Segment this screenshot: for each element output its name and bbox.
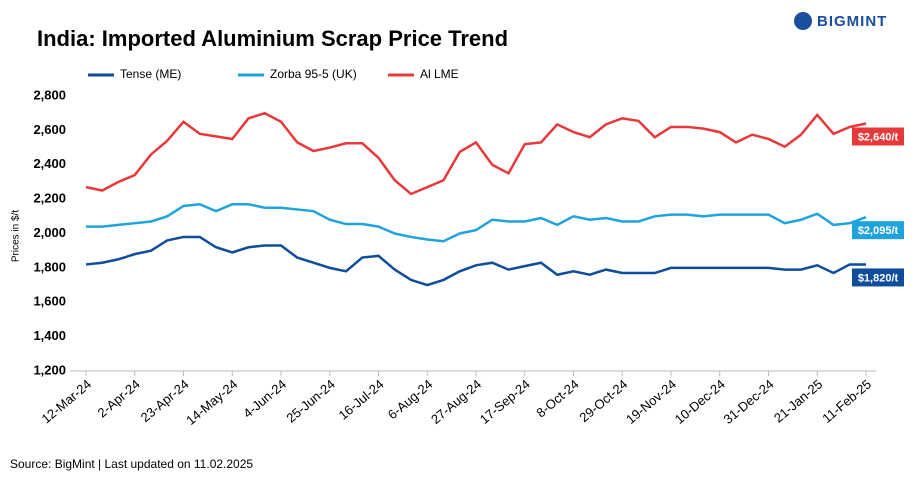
series-line [86, 203, 867, 243]
x-tick-label: 8-Oct-24 [533, 376, 581, 420]
x-tick-label: 29-Oct-24 [576, 376, 630, 425]
logo: BIGMINT [794, 12, 887, 30]
y-tick-label: 1,600 [33, 294, 66, 309]
legend-label: Tense (ME) [120, 67, 181, 81]
x-tick-label: 19-Nov-24 [623, 376, 679, 427]
value-label-box [852, 268, 904, 287]
legend-label: Al LME [420, 67, 459, 81]
x-tick-label: 27-Aug-24 [428, 376, 484, 427]
logo-icon [794, 12, 812, 30]
x-tick-label: 25-Jun-24 [283, 376, 337, 425]
value-label: $2,640/t [852, 127, 904, 146]
value-label-box [852, 127, 904, 146]
series-line [85, 235, 866, 287]
value-label: $2,095/t [852, 221, 904, 240]
y-tick-label: 1,400 [33, 328, 66, 343]
value-label-text: $1,820/t [858, 272, 899, 284]
x-tick-label: 16-Jul-24 [335, 376, 386, 422]
x-tick-label: 2-Apr-24 [95, 376, 143, 420]
y-tick-label: 2,000 [33, 225, 66, 240]
logo-text: BIGMINT [817, 13, 887, 30]
y-tick-label: 1,800 [33, 259, 66, 274]
y-tick-label: 1,200 [33, 362, 66, 377]
x-tick-label: 12-Mar-24 [39, 376, 95, 426]
x-tick-label: 21-Jan-25 [771, 376, 825, 425]
x-tick-label: 11-Feb-25 [819, 376, 874, 425]
x-tick-label: 14-May-24 [183, 376, 240, 427]
y-axis-label: Prices in $/t [11, 210, 22, 262]
value-label-box [852, 221, 904, 240]
y-tick-label: 2,800 [33, 87, 66, 102]
legend-label: Zorba 95-5 (UK) [270, 67, 357, 81]
value-label: $1,820/t [852, 268, 904, 287]
value-label-text: $2,640/t [858, 131, 899, 143]
series-line [85, 111, 867, 196]
y-tick-label: 2,400 [33, 156, 66, 171]
source-note: Source: BigMint | Last updated on 11.02.… [10, 457, 253, 471]
x-tick-label: 31-Dec-24 [720, 376, 776, 427]
x-tick-label: 17-Sep-24 [477, 376, 533, 427]
y-tick-label: 2,200 [33, 191, 66, 206]
y-tick-label: 2,600 [33, 122, 66, 137]
value-label-text: $2,095/t [858, 225, 899, 237]
x-tick-label: 4-Jun-24 [240, 376, 289, 420]
chart-title: India: Imported Aluminium Scrap Price Tr… [37, 26, 508, 51]
x-tick-label: 10-Dec-24 [672, 376, 728, 427]
